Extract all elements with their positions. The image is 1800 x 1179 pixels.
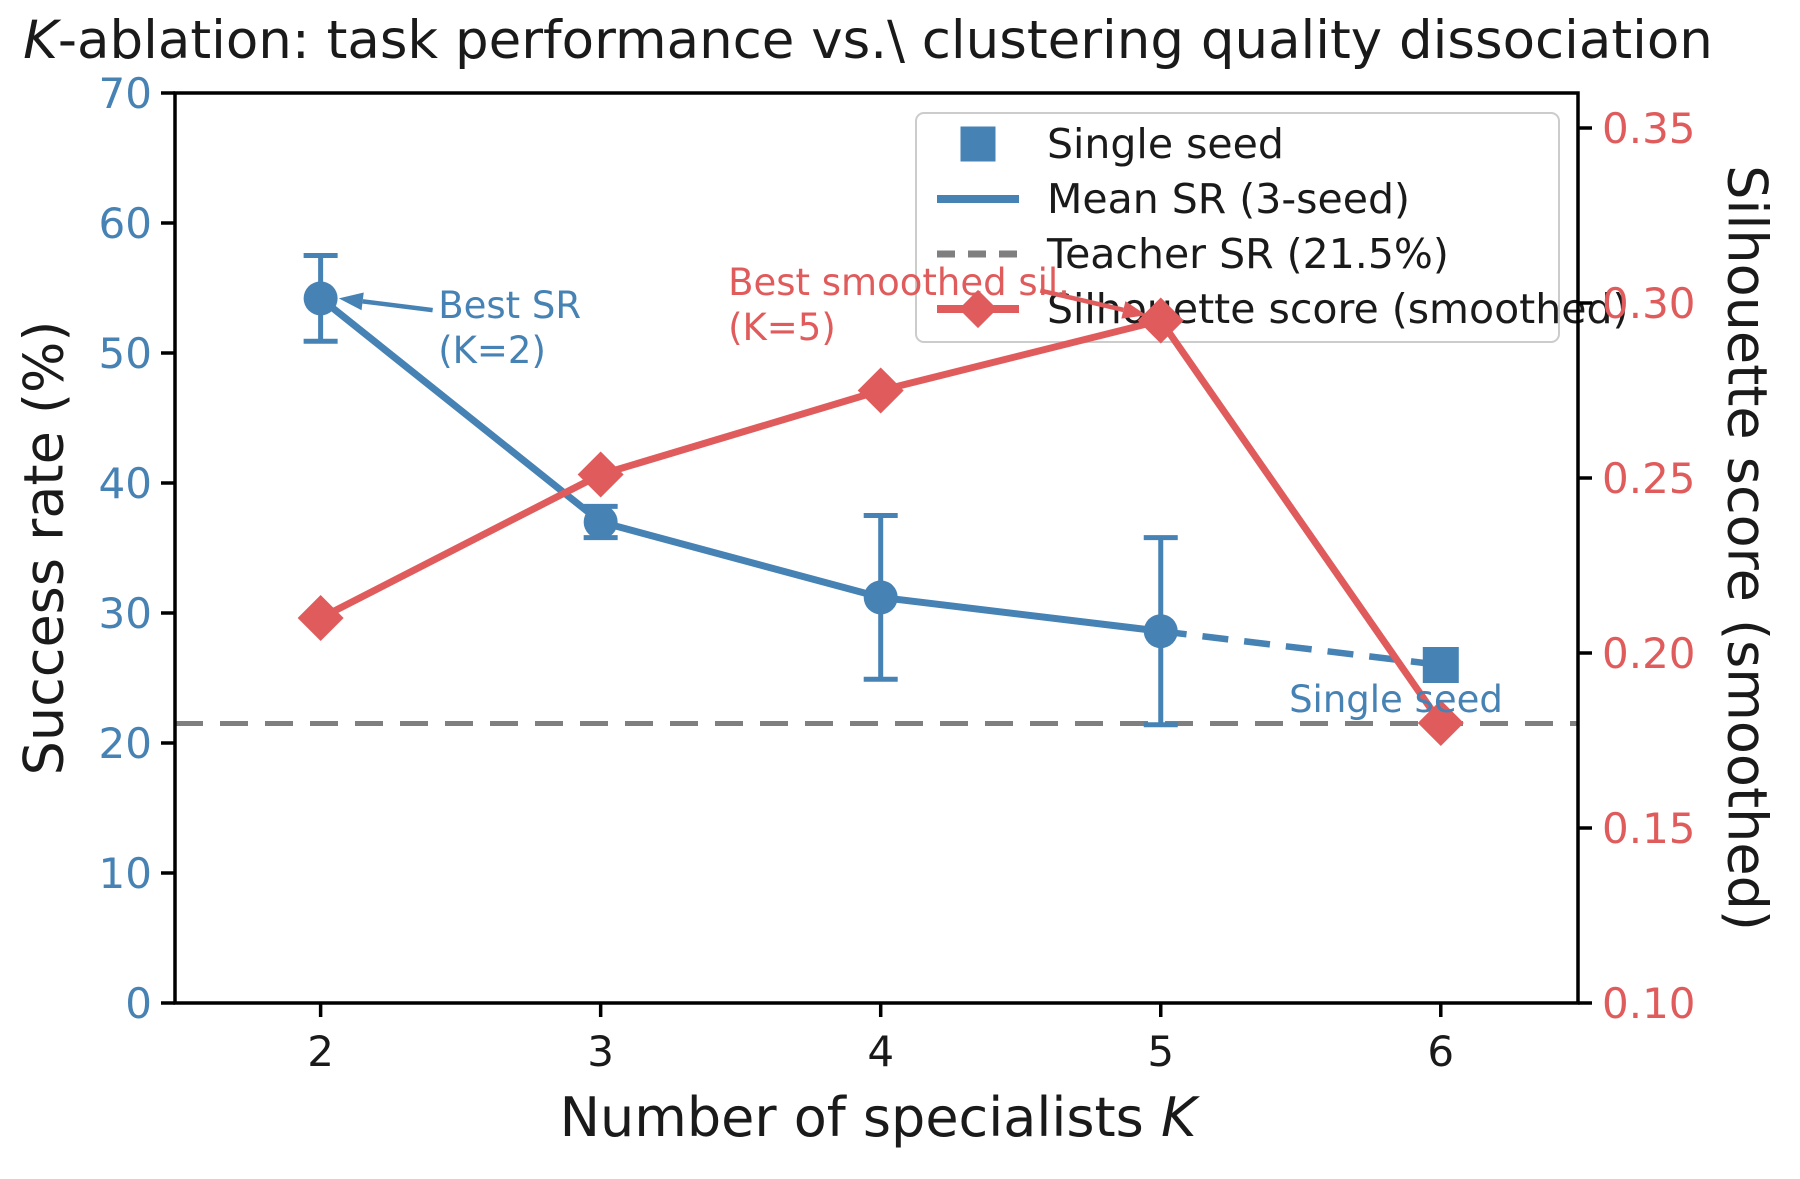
legend-label: Silhouette score (smoothed)	[1047, 284, 1629, 333]
y-left-tick-label: 60	[99, 199, 152, 248]
annotation-best-sil: Best smoothed sil. (K=5)	[728, 260, 1070, 350]
y-left-tick-label: 50	[99, 329, 152, 378]
mean-sr-circle-marker	[863, 580, 898, 615]
annotation-line: Best smoothed sil.	[728, 260, 1070, 304]
y-axis-label-left: Success rate (%)	[12, 320, 76, 776]
annotation-line: Best SR	[438, 284, 582, 328]
annotation-line: (K=2)	[438, 329, 546, 373]
x-axis-label-text: Number of specialists	[559, 1086, 1161, 1149]
legend-label: Teacher SR (21.5%)	[1047, 229, 1449, 278]
mean-sr-dashed-link	[1160, 627, 1442, 669]
x-axis-label-k: K	[1160, 1086, 1197, 1149]
x-tick-label: 2	[307, 1027, 334, 1076]
y-left-tick-label: 20	[99, 719, 152, 768]
x-tick-label: 3	[587, 1027, 614, 1076]
x-axis-label: Number of specialists K	[560, 1086, 1197, 1149]
y-left-tick-label: 70	[99, 69, 152, 118]
chart-title: K-ablation: task performance vs.\ cluste…	[23, 10, 1713, 71]
square-legend-marker-icon	[937, 122, 1019, 166]
y-right-tick-label: 0.15	[1602, 804, 1696, 853]
mean-sr-circle-marker	[303, 281, 338, 316]
annotation-single-seed-note: Single seed	[1289, 677, 1503, 722]
legend-item-single-seed: Single seed	[927, 116, 1558, 171]
annotation-line: Single seed	[1289, 678, 1503, 722]
silhouette-diamond-marker	[577, 451, 624, 498]
silhouette-diamond-marker	[297, 595, 344, 641]
y-left-tick-label: 0	[125, 979, 152, 1028]
y-axis-label-right: Silhouette score (smoothed)	[1715, 165, 1779, 931]
x-tick-label: 5	[1147, 1027, 1174, 1076]
annotation-arrow-best-sr	[362, 299, 433, 313]
silhouette-line	[319, 317, 1444, 725]
legend-label: Single seed	[1047, 119, 1284, 168]
x-tick-label: 4	[867, 1027, 894, 1076]
y-left-tick-label: 30	[99, 589, 152, 638]
mean-sr-circle-marker	[1143, 614, 1178, 649]
y-right-tick-label: 0.10	[1602, 979, 1696, 1028]
y-right-tick-label: 0.25	[1602, 454, 1696, 503]
chart-title-rest: -ablation: task performance vs.\ cluster…	[57, 10, 1713, 71]
legend-label: Mean SR (3-seed)	[1047, 174, 1410, 223]
mean-sr-circle-marker	[583, 505, 618, 539]
silhouette-diamond-marker	[857, 367, 904, 414]
y-right-tick-label: 0.35	[1602, 104, 1696, 153]
line-legend-marker-icon	[937, 177, 1019, 221]
annotation-best-sr: Best SR (K=2)	[438, 283, 581, 373]
y-left-tick-label: 40	[99, 459, 152, 508]
y-left-tick-label: 10	[99, 849, 152, 898]
annotation-line: (K=5)	[728, 305, 836, 349]
x-tick-label: 6	[1427, 1027, 1454, 1076]
chart-title-k: K	[23, 10, 58, 71]
annotation-arrowhead-best-sr	[338, 292, 364, 311]
legend-item-mean-sr-3-seed-: Mean SR (3-seed)	[927, 171, 1558, 226]
y-right-tick-label: 0.20	[1602, 629, 1696, 678]
